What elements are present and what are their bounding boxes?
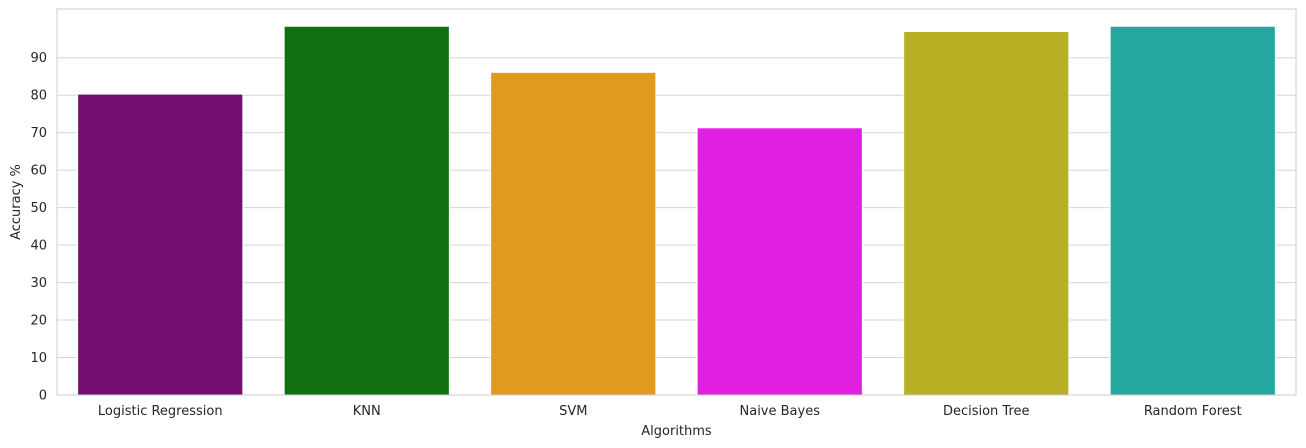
- gridlines: [57, 57, 1296, 396]
- y-tick-label: 10: [30, 351, 47, 366]
- x-axis-label: Algorithms: [641, 424, 712, 439]
- y-tick-label: 80: [30, 89, 47, 104]
- y-tick-label: 30: [30, 276, 47, 291]
- bar-random-forest: [1109, 25, 1276, 396]
- x-tick-labels: Logistic Regression KNN SVM Naive Bayes Deci…: [98, 404, 1242, 419]
- x-tick-label: SVM: [559, 404, 587, 419]
- y-tick-label: 70: [30, 126, 47, 141]
- bar-svm: [490, 71, 657, 396]
- y-axis-label: Accuracy %: [9, 164, 24, 240]
- bar-naive-bayes: [696, 127, 863, 396]
- x-tick-label: Decision Tree: [943, 404, 1030, 419]
- y-tick-label: 40: [30, 239, 47, 254]
- y-tick-label: 0: [39, 389, 47, 404]
- plot-frame: [56, 8, 1297, 396]
- bar-logistic-regression: [77, 93, 244, 396]
- bar-knn: [283, 25, 450, 396]
- y-tick-label: 90: [30, 51, 47, 66]
- x-tick-label: Logistic Regression: [98, 404, 223, 419]
- y-tick-labels: 0 10 20 30 40 50 60 70 80 90: [30, 51, 47, 403]
- x-tick-label: Random Forest: [1144, 404, 1242, 419]
- y-tick-label: 60: [30, 164, 47, 179]
- y-tick-label: 50: [30, 201, 47, 216]
- y-tick-label: 20: [30, 314, 47, 329]
- x-tick-label: KNN: [353, 404, 381, 419]
- x-tick-label: Naive Bayes: [740, 404, 821, 419]
- bar-decision-tree: [903, 30, 1070, 396]
- bars: [77, 25, 1276, 396]
